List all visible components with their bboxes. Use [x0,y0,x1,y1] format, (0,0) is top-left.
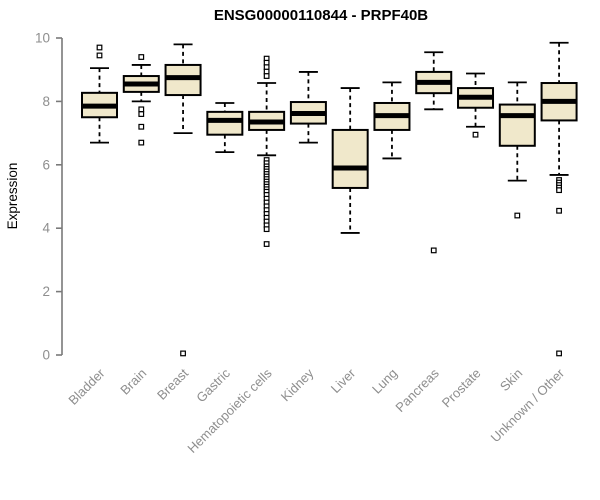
chart-title: ENSG00000110844 - PRPF40B [213,7,429,24]
boxplot-pancreas [415,51,453,254]
boxplot-gastric [206,102,244,154]
y-tick-label: 10 [35,31,50,46]
boxplot-kidney [289,71,327,144]
outlier-point [263,241,270,247]
outlier-point [138,106,145,113]
y-tick-label: 6 [42,157,50,172]
x-category-label: Liver [328,365,359,396]
boxplot-brain [122,54,160,146]
x-category-label: Breast [154,365,191,402]
y-axis-title: Expression [5,163,20,230]
outlier-point [263,226,270,233]
outlier-point [138,111,145,117]
outlier-point [263,73,270,79]
y-tick-label: 8 [42,94,50,109]
boxplot-hematopoietic-cells [248,55,286,247]
x-category-label: Kidney [278,365,317,404]
x-category-label: Unknown / Other [488,365,568,445]
boxplot-bladder [81,44,118,144]
y-tick-label: 0 [42,348,50,363]
y-tick-label: 2 [42,284,50,299]
outlier-point [96,44,103,51]
x-category-label: Bladder [65,365,108,408]
outlier-point [556,187,562,194]
x-category-label: Gastric [193,365,233,405]
outlier-point [556,350,562,357]
x-category-label: Skin [497,366,525,394]
outlier-point [180,350,186,357]
outlier-point [556,207,562,214]
outlier-point [514,212,521,219]
boxplot-prostate [457,72,495,138]
outlier-point [472,131,479,138]
boxplot-unknown-other [540,41,578,357]
iqr-box [498,103,536,147]
iqr-box [331,128,369,189]
boxplot-breast [164,43,202,357]
outlier-point [138,54,145,60]
outlier-point [138,123,145,130]
x-category-label: Lung [369,366,400,397]
outlier-point [96,52,103,59]
y-tick-label: 4 [42,221,50,236]
x-category-label: Prostate [439,366,484,411]
outlier-point [138,139,145,146]
boxplot-lung [373,81,411,160]
iqr-box [206,110,244,136]
x-category-label: Pancreas [392,365,442,415]
x-category-label: Brain [117,366,149,398]
boxplot-skin [498,81,536,219]
outlier-point [430,247,437,254]
boxplot-liver [331,87,369,234]
